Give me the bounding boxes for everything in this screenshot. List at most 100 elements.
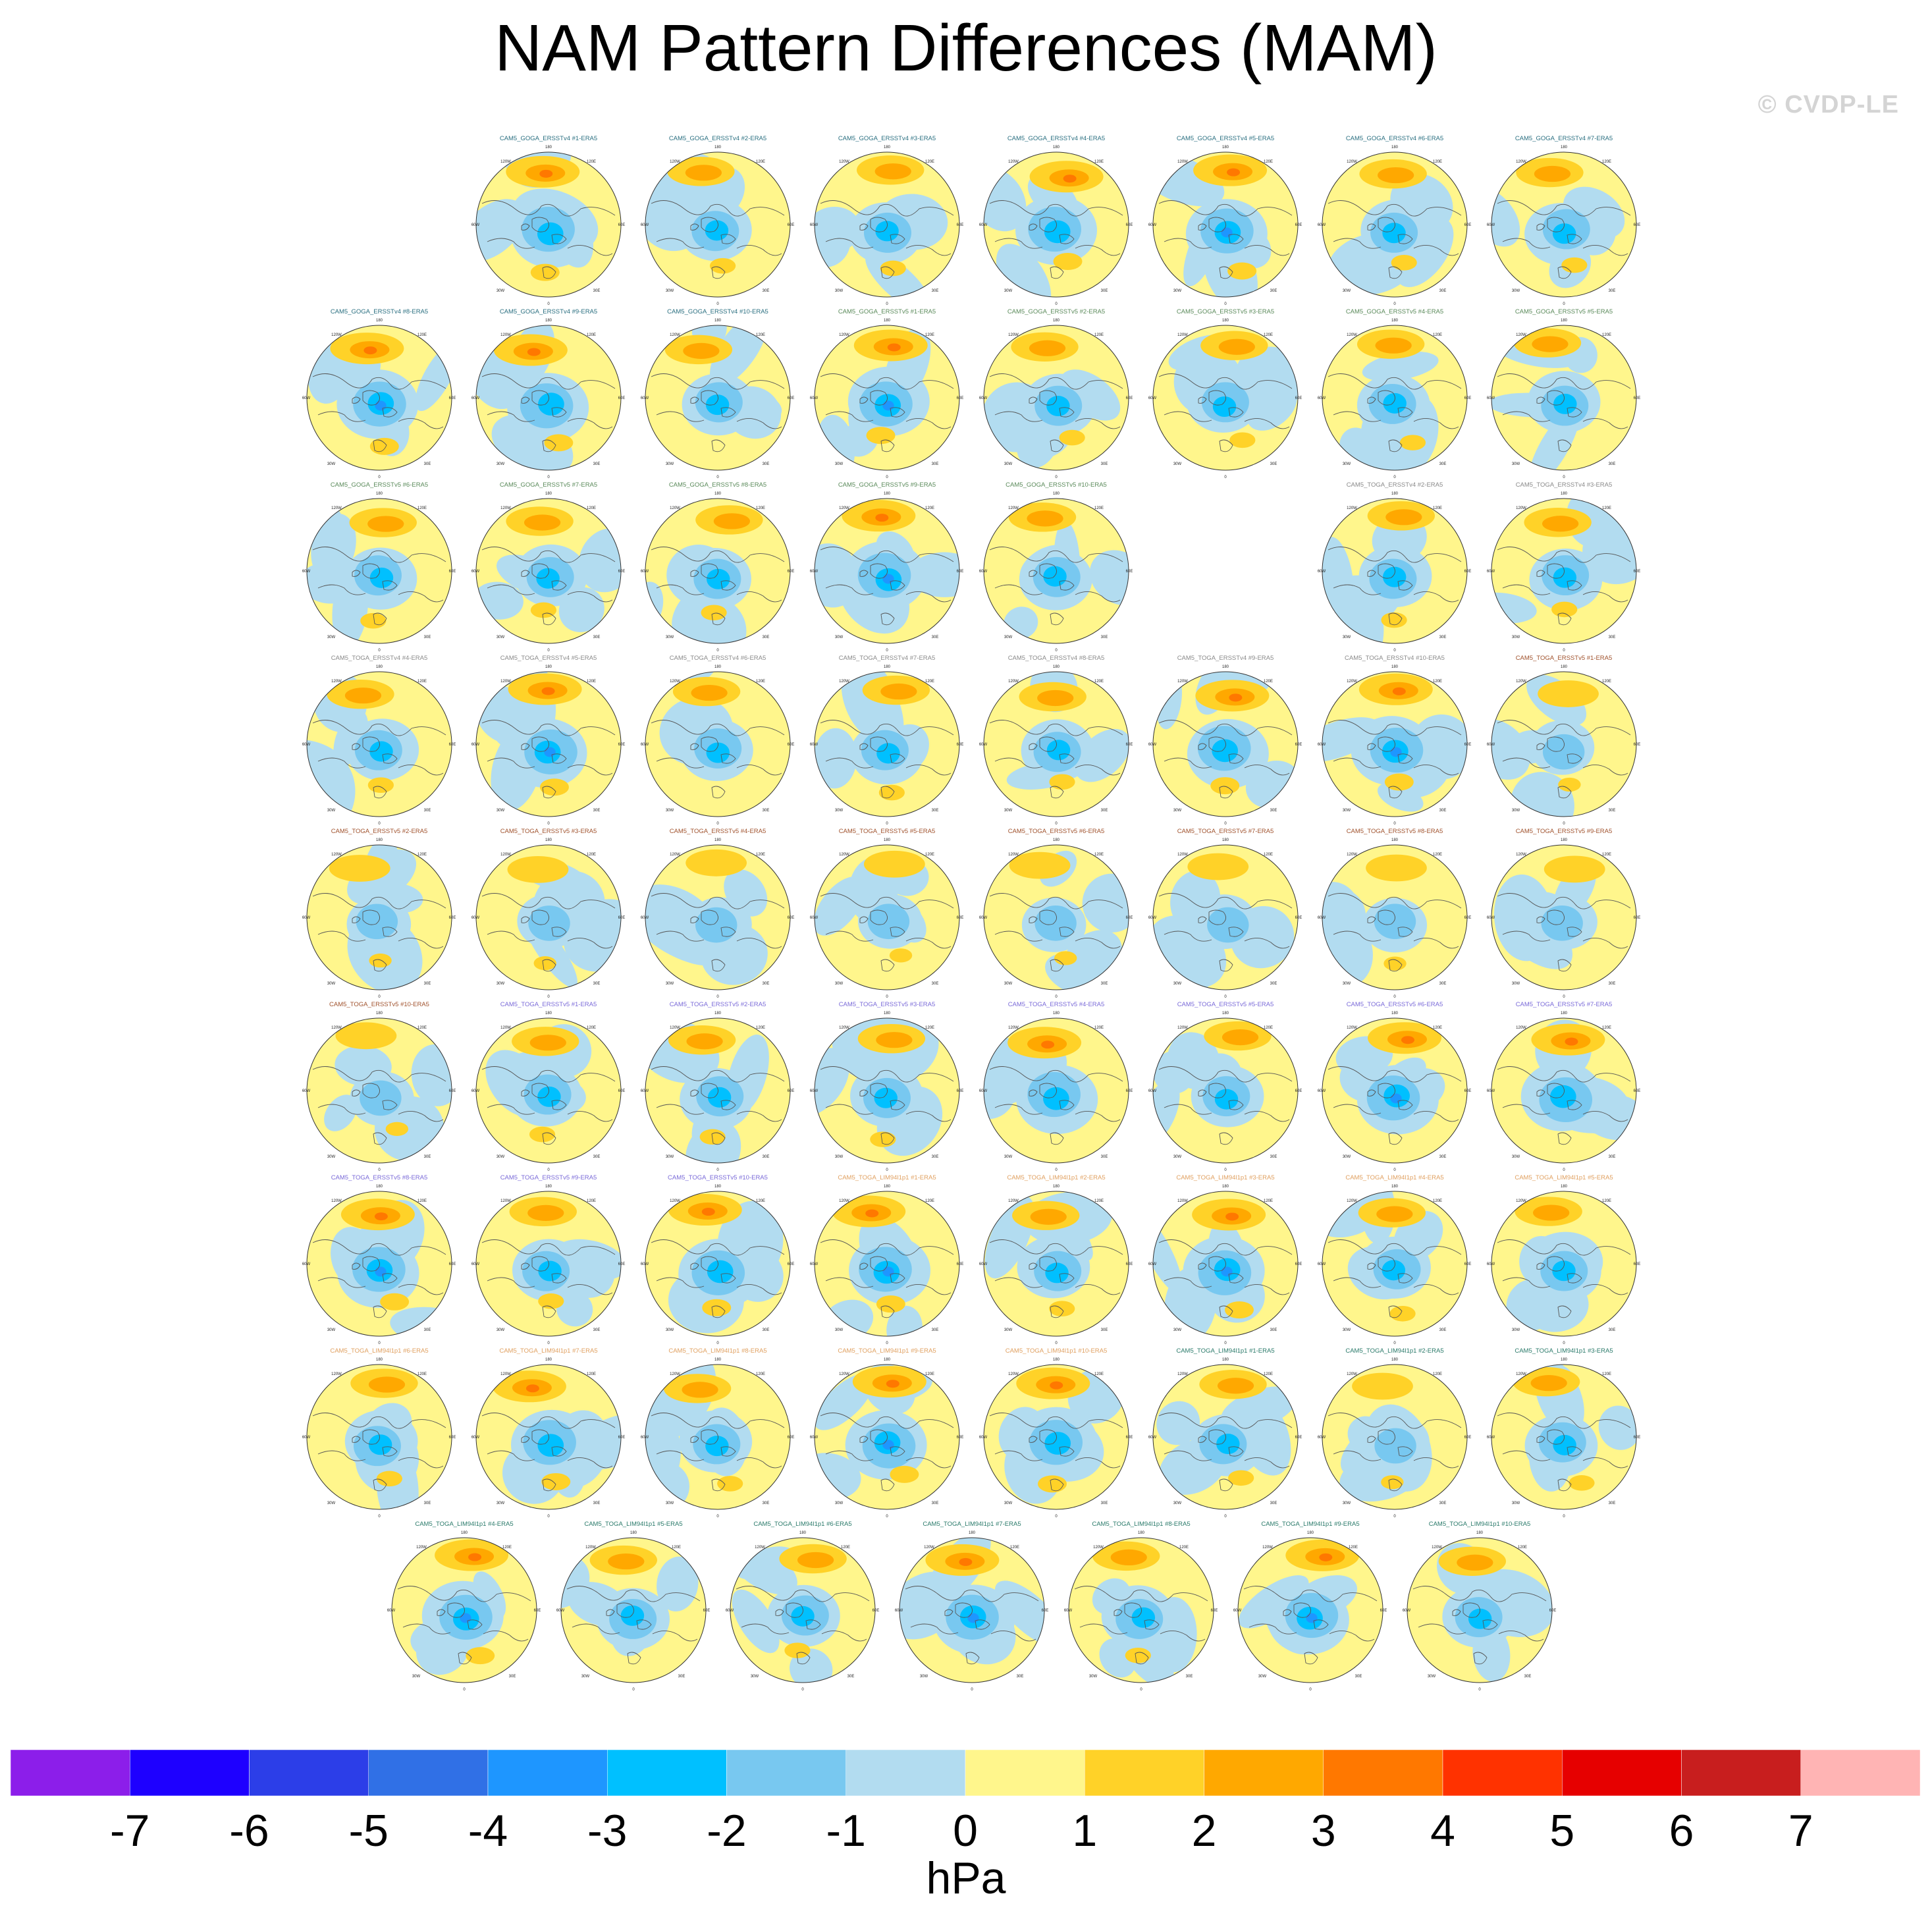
map-tick-label: 120W xyxy=(670,160,680,164)
map-tick-label: 30E xyxy=(1439,809,1447,813)
map-panel: CAM5_GOGA_ERSSTv4 #7-ERA5 180 120W 120E 60W 6… xyxy=(1484,135,1644,310)
atlantic-high xyxy=(380,1293,410,1311)
map-tick-label: 30W xyxy=(496,809,505,813)
map-tick-label: 30E xyxy=(593,1155,601,1159)
panel-grid: CAM5_GOGA_ERSSTv4 #1-ERA5 180 120W 120E 60W 6… xyxy=(302,135,1644,1692)
map-tick-label: 30E xyxy=(1101,1328,1108,1332)
map-tick-label: 0 xyxy=(547,1515,550,1519)
polar-low-core xyxy=(705,220,729,241)
coastlines xyxy=(1328,200,1462,279)
map-boundary xyxy=(814,671,960,817)
colorbar-swatch xyxy=(1085,1750,1204,1796)
map-tick-label: 30E xyxy=(424,982,431,986)
map-tick-label: 180 xyxy=(1053,1185,1060,1189)
map-tick-label: 60E xyxy=(1126,1089,1133,1093)
map-boundary xyxy=(645,671,791,817)
negative-anomaly-area xyxy=(1153,1214,1183,1293)
map-tick-label: 30E xyxy=(1017,1675,1024,1679)
atlantic-high xyxy=(369,953,392,968)
map-panel: CAM5_GOGA_ERSSTv4 #9-ERA5 180 120W 120E 60W 6… xyxy=(469,308,628,483)
colorbar-swatch xyxy=(249,1750,369,1796)
map-tick-label: 120E xyxy=(1094,506,1104,510)
pacific-high-mid xyxy=(1376,1206,1413,1222)
pacific-high-core xyxy=(1227,168,1241,176)
map-tick-label: 120W xyxy=(416,1546,427,1550)
map-tick-label: 30E xyxy=(1101,289,1108,293)
pacific-high-core xyxy=(886,1380,899,1388)
map-tick-label: 120E xyxy=(1433,333,1442,337)
map-tick-label: 120W xyxy=(500,506,511,510)
map-tick-label: 180 xyxy=(1053,1358,1060,1362)
map-tick-label: 120E xyxy=(1433,853,1442,857)
polar-map: 180 120W 120E 60W 60E 30W 30E 0 xyxy=(302,665,456,826)
atlantic-high xyxy=(544,434,574,452)
polar-low-core xyxy=(1549,1085,1576,1108)
map-tick-label: 0 xyxy=(1393,822,1396,826)
map-tick-label: 180 xyxy=(376,1358,383,1362)
coastlines xyxy=(1328,1413,1462,1492)
colorbar-swatch xyxy=(1323,1750,1443,1796)
map-tick-label: 30E xyxy=(1609,809,1616,813)
map-boundary xyxy=(1491,1364,1637,1510)
map-tick-label: 60E xyxy=(1126,396,1133,400)
map-tick-label: 120W xyxy=(670,1026,680,1030)
map-tick-label: 120E xyxy=(587,1372,596,1376)
map-tick-label: 30E xyxy=(1609,635,1616,639)
map-panel: CAM5_GOGA_ERSSTv5 #8-ERA5 180 120W 120E 60W 6… xyxy=(638,481,797,656)
map-panel: CAM5_GOGA_ERSSTv5 #10-ERA5 180 120W 120E 60W… xyxy=(977,481,1136,656)
polar-map: 180 120W 120E 60W 60E 30W 30E 0 xyxy=(302,838,456,999)
map-tick-label: 30W xyxy=(1343,1155,1351,1159)
map-tick-label: 180 xyxy=(545,1012,552,1015)
polar-map: 180 120W 120E 60W 60E 30W 30E 0 xyxy=(641,665,795,826)
panel-title: CAM5_GOGA_ERSSTv4 #7-ERA5 xyxy=(1515,135,1613,142)
map-tick-label: 120W xyxy=(839,1372,849,1376)
map-tick-label: 180 xyxy=(1053,838,1060,842)
panel-title: CAM5_TOGA_ERSSTv4 #4-ERA5 xyxy=(331,655,428,662)
map-tick-label: 0 xyxy=(716,1168,719,1172)
map-tick-label: 120W xyxy=(500,160,511,164)
map-tick-label: 30E xyxy=(509,1675,516,1679)
pacific-high-mid xyxy=(523,514,561,531)
pacific-high-core xyxy=(1565,1037,1578,1046)
polar-low-center xyxy=(882,1440,894,1450)
map-tick-label: 180 xyxy=(714,1358,722,1362)
map-tick-label: 60W xyxy=(810,1436,818,1440)
map-tick-label: 60W xyxy=(1318,223,1326,227)
map-tick-label: 120W xyxy=(1516,160,1526,164)
map-tick-label: 180 xyxy=(1391,319,1399,323)
map-tick-label: 60E xyxy=(957,1089,964,1093)
map-tick-label: 120W xyxy=(924,1546,934,1550)
map-tick-label: 60E xyxy=(957,743,964,747)
coastlines xyxy=(481,1066,616,1145)
map-tick-label: 60W xyxy=(1148,743,1157,747)
map-tick-label: 60E xyxy=(1464,1089,1472,1093)
map-tick-label: 0 xyxy=(1393,1168,1396,1172)
map-panel: CAM5_GOGA_ERSSTv4 #3-ERA5 180 120W 120E 60W 6… xyxy=(807,135,967,310)
map-tick-label: 30W xyxy=(1173,809,1182,813)
map-tick-label: 30E xyxy=(932,982,939,986)
map-tick-label: 30E xyxy=(932,1155,939,1159)
polar-map: 180 120W 120E 60W 60E 30W 30E 0 xyxy=(471,665,626,826)
map-panel: CAM5_TOGA_ERSSTv4 #3-ERA5 180 120W 120E 60W 6… xyxy=(1484,481,1644,656)
panel-title: CAM5_GOGA_ERSSTv4 #2-ERA5 xyxy=(668,135,767,142)
map-tick-label: 60E xyxy=(957,916,964,920)
map-tick-label: 30E xyxy=(1439,462,1447,466)
map-panel: CAM5_GOGA_ERSSTv5 #1-ERA5 180 120W 120E 60W 6… xyxy=(807,308,967,483)
panel-title: CAM5_TOGA_ERSSTv5 #10-ERA5 xyxy=(668,1174,768,1181)
map-tick-label: 120E xyxy=(417,1026,427,1030)
polar-map: 180 120W 120E 60W 60E 30W 30E 0 xyxy=(641,146,795,306)
map-tick-label: 60W xyxy=(810,396,818,400)
map-tick-label: 60E xyxy=(788,1262,795,1266)
negative-anomaly-area xyxy=(732,1589,780,1654)
polar-low-center xyxy=(375,400,387,411)
panel-title: CAM5_GOGA_ERSSTv5 #8-ERA5 xyxy=(668,481,767,489)
map-tick-label: 60W xyxy=(1403,1609,1411,1613)
map-tick-label: 180 xyxy=(1391,1185,1399,1189)
map-tick-label: 120W xyxy=(331,1199,342,1203)
map-tick-label: 120W xyxy=(1347,680,1357,684)
map-tick-label: 30E xyxy=(763,462,770,466)
colorbar-tick-label: 6 xyxy=(1669,1806,1694,1856)
map-tick-label: 30E xyxy=(1439,982,1447,986)
map-tick-label: 0 xyxy=(886,649,888,653)
map-tick-label: 30W xyxy=(1343,809,1351,813)
